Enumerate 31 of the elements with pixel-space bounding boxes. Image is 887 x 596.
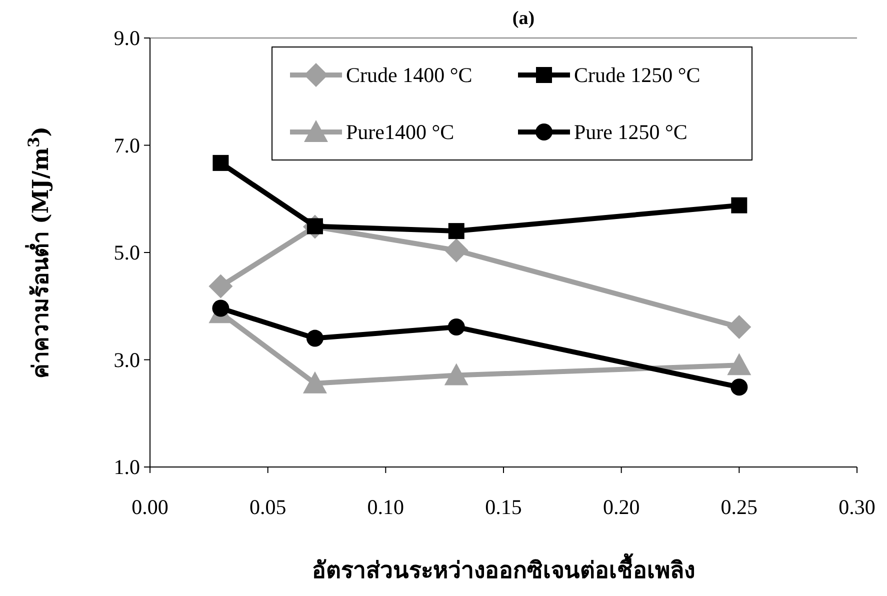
y-tick-label: 5.0	[114, 240, 140, 264]
point	[302, 371, 327, 394]
x-tick-label: 0.20	[602, 495, 640, 519]
y-tick-label: 7.0	[114, 133, 140, 158]
legend-label: Pure 1250 °C	[574, 120, 688, 144]
x-tick-label: 0.15	[485, 495, 522, 519]
point	[731, 197, 748, 214]
x-tick-label: 0.10	[367, 495, 404, 519]
point	[448, 223, 464, 240]
point	[208, 274, 233, 298]
legend-label: Crude 1400 °C	[346, 63, 472, 87]
point	[730, 378, 748, 396]
point	[727, 353, 752, 376]
point	[212, 154, 229, 171]
point	[212, 300, 230, 317]
y-tick-label: 3.0	[114, 348, 140, 372]
x-axis-title: อัตราส่วนระหว่างออกซิเจนต่อเชื้อเพลิง	[312, 553, 695, 584]
x-tick-label: 0.30	[838, 495, 876, 519]
point	[444, 363, 468, 386]
legend-label: Crude 1250 °C	[574, 63, 700, 87]
x-tick-label: 0.05	[249, 495, 286, 519]
point	[306, 330, 324, 347]
chart-title: (a)	[512, 8, 535, 29]
y-tick-label: 9.0	[114, 26, 140, 50]
point	[448, 318, 465, 336]
point	[444, 238, 468, 262]
x-tick-label: 0.25	[720, 495, 758, 519]
x-tick-label: 0.00	[132, 495, 168, 519]
point	[727, 315, 752, 340]
legend-label: Pure1400 °C	[346, 120, 454, 144]
y-tick-label: 1.0	[114, 455, 140, 479]
